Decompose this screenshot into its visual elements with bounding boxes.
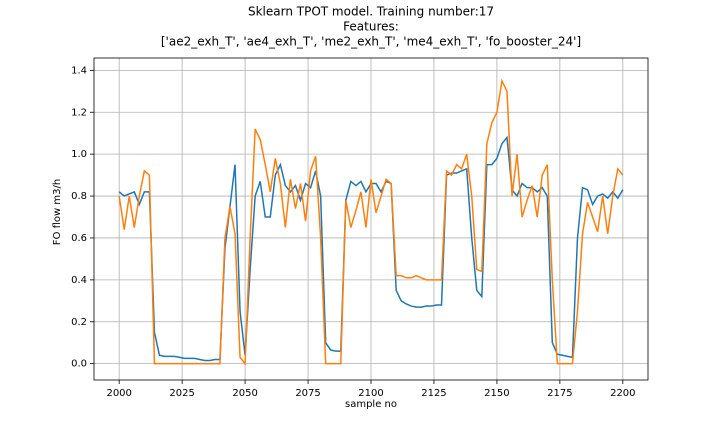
x-tick-label: 2150 <box>484 388 509 399</box>
y-tick-label: 0.4 <box>71 275 87 286</box>
data-line <box>118 78 624 366</box>
x-axis-label: sample no <box>345 399 397 410</box>
y-tick-label: 1.2 <box>71 107 87 118</box>
x-tick-label: 2100 <box>358 388 383 399</box>
x-tick-label: 2125 <box>421 388 446 399</box>
y-tick-label: 0.6 <box>71 233 87 244</box>
y-tick-label: 0.0 <box>71 359 87 370</box>
y-tick-label: 0.2 <box>71 317 87 328</box>
chart-title: ['ae2_exh_T', 'ae4_exh_T', 'me2_exh_T', … <box>161 35 581 49</box>
y-tick-label: 1.4 <box>71 65 87 76</box>
chart-title: Sklearn TPOT model. Training number:17 <box>248 5 494 19</box>
y-tick-label: 1.0 <box>71 149 87 160</box>
x-tick-label: 2025 <box>169 388 194 399</box>
plot-frame <box>93 57 649 381</box>
y-axis-label: FO flow m3/h <box>52 179 63 245</box>
x-tick-label: 2175 <box>547 388 572 399</box>
x-tick-label: 2050 <box>232 388 257 399</box>
chart-title: Features: <box>343 20 399 34</box>
x-tick-label: 2200 <box>610 388 635 399</box>
y-tick-label: 0.8 <box>71 191 87 202</box>
x-tick-label: 2000 <box>106 388 131 399</box>
x-tick-label: 2075 <box>295 388 320 399</box>
